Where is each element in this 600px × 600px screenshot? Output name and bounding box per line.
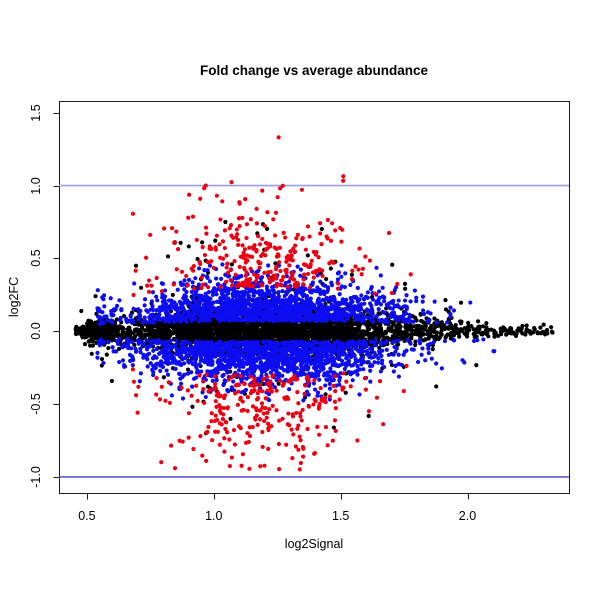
y-tick-label: 1.0 [29,176,43,195]
x-axis-label: log2Signal [284,537,344,551]
y-tick-label: 1.5 [29,103,43,122]
x-tick-label: 0.5 [78,509,96,523]
y-tick-label: -1.0 [29,466,43,488]
y-axis-label: log2FC [7,276,21,318]
x-tick-label: 1.5 [331,509,350,523]
y-tick-label: 0.0 [29,322,43,340]
y-tick-label: 0.5 [29,249,43,268]
x-tick-label: 2.0 [458,509,477,523]
chart-title: Fold change vs average abundance [199,63,429,78]
x-tick-label: 1.0 [205,509,223,523]
y-tick-label: -0.5 [29,393,43,415]
